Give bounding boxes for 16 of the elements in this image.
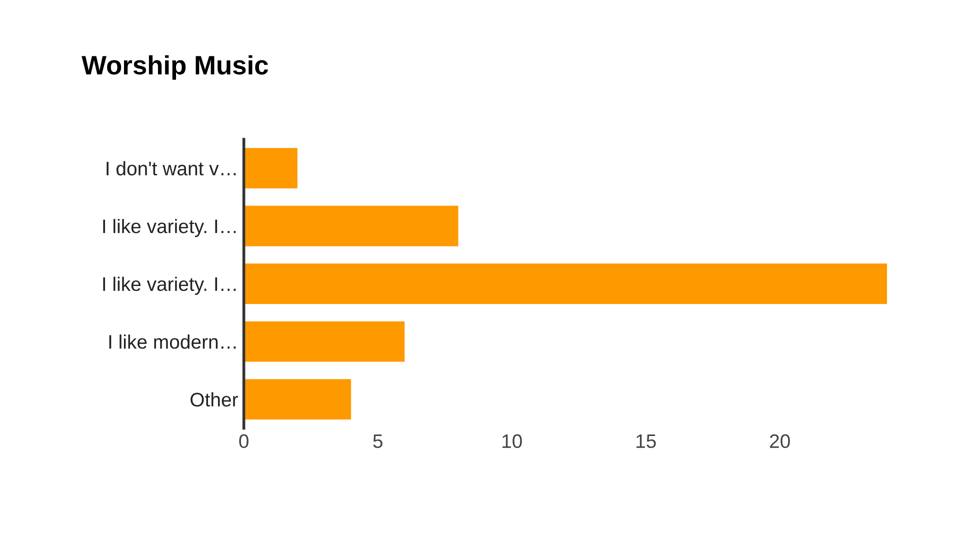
bar — [244, 321, 405, 362]
y-tick-label: Other — [190, 392, 238, 407]
x-tick-label: 5 — [373, 434, 382, 448]
bar — [244, 148, 298, 188]
x-tick-label: 20 — [770, 434, 790, 448]
bar — [244, 264, 888, 304]
chart-title: Worship Music — [82, 55, 268, 80]
bar — [244, 379, 352, 420]
y-tick-label: I like variety. I… — [103, 276, 236, 295]
bar — [244, 206, 458, 246]
y-tick-label: I like modern… — [109, 334, 236, 349]
y-tick-label: I don't want v… — [106, 161, 236, 176]
x-tick-label: 10 — [502, 434, 522, 448]
x-tick-label: 0 — [239, 434, 248, 448]
y-tick-label: I like variety. I… — [103, 218, 236, 238]
x-tick-label: 15 — [636, 434, 656, 448]
